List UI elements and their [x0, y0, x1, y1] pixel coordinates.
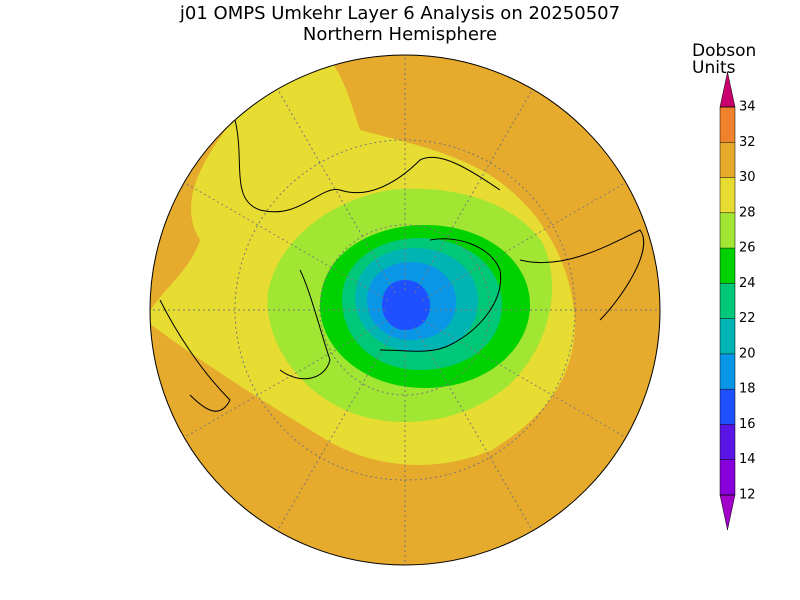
colorbar-bin [720, 177, 735, 213]
colorbar-tick-label: 30 [739, 170, 756, 185]
colorbar-bin [720, 212, 735, 249]
meridian [274, 84, 396, 293]
colorbar-tick-label: 14 [739, 452, 756, 467]
meridian [422, 319, 631, 441]
meridian [422, 179, 631, 301]
colorbar-tick-label: 32 [739, 135, 756, 150]
colorbar-tick-label: 18 [739, 382, 756, 397]
coastline [379, 238, 502, 352]
map-subtitle: Northern Hemisphere [303, 24, 497, 45]
meridian [414, 327, 536, 536]
colorbar-tick-label: 20 [739, 346, 756, 361]
map-border [149, 54, 661, 566]
colorbar-tick-label: 34 [739, 100, 756, 115]
colorbar-tick-label: 12 [739, 488, 756, 503]
map [150, 55, 660, 565]
meridian [274, 327, 396, 536]
colorbar-tick-label: 26 [739, 241, 756, 256]
meridian [179, 319, 388, 441]
colorbar-bin [720, 248, 735, 284]
colorbar-tick-label: 16 [739, 417, 756, 432]
colorbar-bin [720, 107, 735, 143]
coastline [279, 269, 331, 380]
unit-label: Dobson [692, 41, 756, 61]
coastline [234, 119, 501, 213]
map-title: j01 OMPS Umkehr Layer 6 Analysis on 2025… [179, 3, 620, 24]
colorbar-bin [720, 283, 735, 319]
colorbar-tick-label: 22 [739, 311, 756, 326]
colorbar-bin [720, 318, 735, 354]
colorbar-bin [720, 353, 735, 390]
meridian [414, 84, 536, 293]
contour-region [382, 280, 430, 330]
meridian [179, 179, 388, 301]
colorbar-frame [719, 106, 736, 496]
coastline [519, 229, 645, 321]
colorbar: 12 14 16 18 20 22 24 26 28 30 32 34 [719, 71, 756, 531]
colorbar-bin [720, 142, 735, 178]
colorbar-tick-label: 24 [739, 276, 756, 291]
colorbar-tick-label: 28 [739, 205, 756, 220]
coastline [159, 299, 231, 412]
colorbar-bin [720, 424, 735, 460]
colorbar-bin [720, 459, 735, 495]
colorbar-bin [720, 389, 735, 425]
colorbar-under-arrow [719, 494, 736, 531]
unit-label: Units [692, 58, 736, 78]
